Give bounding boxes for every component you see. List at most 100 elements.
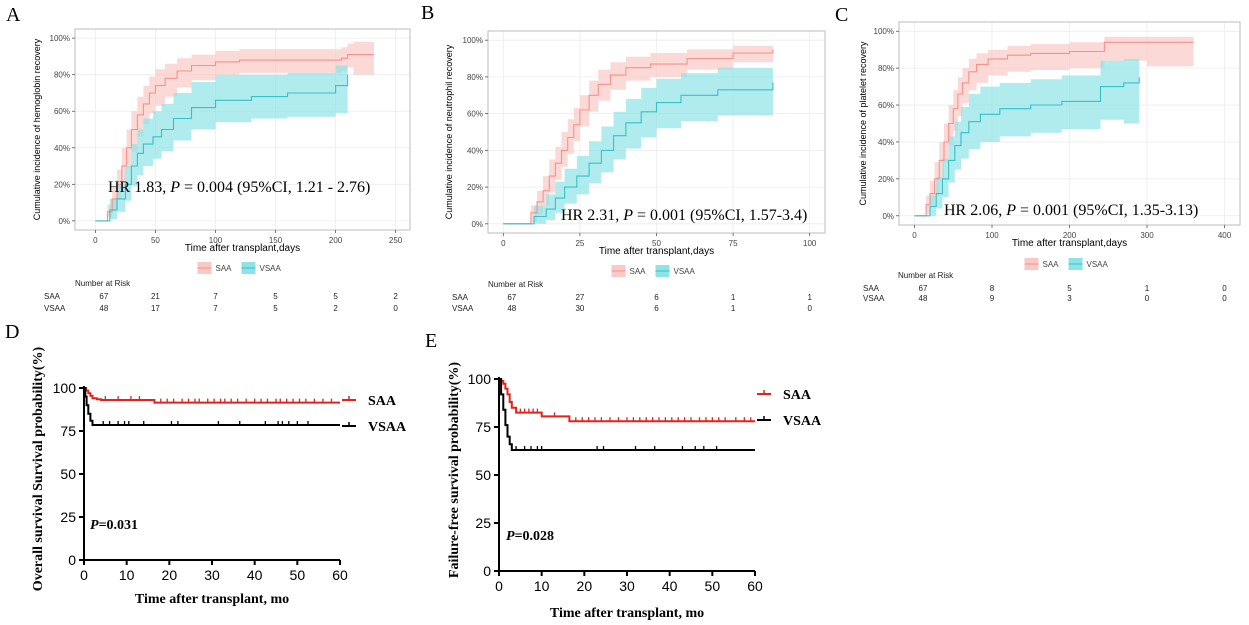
x-tick-label: 200 (329, 236, 343, 245)
risk-row-label-vsaa: VSAA (44, 304, 66, 313)
risk-value-saa: 2 (393, 292, 398, 301)
y-tick-label: 40% (878, 138, 894, 147)
y-tick-label: 40% (54, 144, 70, 153)
risk-value-vsaa: 3 (1067, 294, 1072, 303)
a-vsaa-line (95, 74, 349, 222)
risk-row-label-saa: SAA (863, 284, 880, 293)
x-tick-label: 50 (290, 567, 306, 583)
risk-value-saa: 27 (575, 293, 584, 302)
y-tick-label: 50 (60, 466, 76, 482)
x-axis-title: Time after transplant, mo (135, 592, 289, 607)
legend-label-saa: SAA (216, 264, 233, 273)
hr-annotation: HR 2.06, P = 0.001 (95%CI, 1.35-3.13) (944, 202, 1198, 219)
x-tick-label: 0 (912, 231, 917, 240)
x-tick-label: 75 (729, 239, 738, 248)
x-tick-label: 60 (747, 578, 763, 594)
risk-value-saa: 0 (1222, 284, 1227, 293)
y-tick-label: 40% (467, 146, 483, 155)
y-tick-label: 60% (467, 110, 483, 119)
risk-value-saa: 67 (507, 293, 516, 302)
x-tick-label: 100 (985, 231, 999, 240)
panel-letter-c: C (835, 4, 848, 26)
b-saa-ci-band (503, 42, 773, 224)
p-label: P (622, 207, 633, 224)
y-tick-label: 0 (68, 552, 76, 568)
hr-text: HR 1.83, (108, 179, 170, 196)
y-axis-title: Cumulative incidence of neutrophil recov… (444, 44, 454, 219)
x-tick-label: 400 (1218, 231, 1232, 240)
x-tick-label: 100 (209, 236, 223, 245)
x-tick-label: 0 (80, 567, 88, 583)
risk-value-vsaa: 0 (1222, 294, 1227, 303)
legend-label-vsaa: VSAA (674, 267, 696, 276)
plot-border (74, 28, 411, 231)
y-axis-title: Overall survival Survival probability(%) (31, 346, 46, 591)
y-tick-label: 100% (874, 27, 894, 36)
legend-label-vsaa: VSAA (368, 420, 407, 435)
risk-value-vsaa: 9 (990, 294, 995, 303)
y-tick-label: 0 (483, 563, 491, 579)
risk-row-label-vsaa: VSAA (863, 294, 885, 303)
y-tick-label: 20% (878, 175, 894, 184)
risk-value-saa: 67 (99, 292, 108, 301)
risk-value-vsaa: 5 (273, 304, 278, 313)
c-saa-line (914, 41, 1194, 217)
risk-value-saa: 1 (1145, 284, 1150, 293)
hr-text: HR 2.31, (561, 207, 623, 224)
p-value-text: = 0.001 (95%CI, 1.35-3.13) (1016, 202, 1198, 219)
x-tick-label: 40 (247, 567, 263, 583)
x-tick-label: 10 (534, 578, 550, 594)
legend-label-vsaa: VSAA (260, 264, 282, 273)
p-value-text: = 0.001 (95%CI, 1.57-3.4) (633, 207, 807, 224)
e-saa-survival-curve (499, 378, 755, 423)
d-saa-survival-curve (84, 387, 340, 404)
risk-value-saa: 5 (333, 292, 338, 301)
risk-value-vsaa: 30 (575, 304, 584, 313)
x-axis-title: Time after transplant,days (185, 243, 300, 254)
legend-label-saa: SAA (368, 394, 397, 409)
risk-value-vsaa: 1 (731, 304, 736, 313)
risk-value-vsaa: 48 (919, 294, 928, 303)
p-label: P (506, 529, 515, 544)
panel-letter-d: D (5, 321, 19, 343)
risk-value-vsaa: 0 (1145, 294, 1150, 303)
risk-value-saa: 1 (807, 293, 812, 302)
y-tick-label: 60% (54, 107, 70, 116)
risk-value-vsaa: 0 (393, 304, 398, 313)
y-tick-label: 50 (475, 467, 491, 483)
x-axis-title: Time after transplant,days (1012, 238, 1127, 249)
y-axis-title: Cumulative incidence of hemoglobin recov… (32, 38, 42, 220)
y-tick-label: 75 (475, 419, 491, 435)
risk-value-saa: 5 (1067, 284, 1072, 293)
c-vsaa-line (914, 77, 1140, 217)
risk-value-vsaa: 17 (151, 304, 160, 313)
y-tick-label: 20% (54, 180, 70, 189)
x-tick-label: 150 (269, 236, 283, 245)
risk-row-label-saa: SAA (452, 293, 469, 302)
e-vsaa-survival-curve (499, 378, 755, 451)
panel-letter-a: A (6, 4, 21, 26)
x-tick-label: 20 (162, 567, 178, 583)
x-tick-label: 250 (389, 236, 403, 245)
y-tick-label: 0% (471, 220, 483, 229)
risk-value-saa: 67 (919, 284, 928, 293)
risk-row-label-vsaa: VSAA (452, 304, 474, 313)
y-tick-label: 75 (60, 423, 76, 439)
chart-panel-d: 0 25 50 75 100 0 10 20 30 40 50 60 SAA VSAA P=0.031 Tim… (31, 346, 407, 607)
a-saa-line (95, 54, 374, 222)
hr-annotation: HR 1.83, P = 0.004 (95%CI, 1.21 - 2.76) (108, 179, 370, 196)
x-axis-title: Time after transplant, mo (550, 606, 704, 621)
risk-value-saa: 7 (213, 292, 218, 301)
b-saa-line (503, 49, 774, 225)
y-tick-label: 100% (50, 34, 70, 43)
x-tick-label: 40 (662, 578, 678, 594)
b-vsaa-line (503, 82, 774, 225)
y-axis-title: Cumulative incidence of platelet recover… (858, 41, 868, 206)
x-tick-label: 50 (151, 236, 160, 245)
y-tick-label: 80% (878, 64, 894, 73)
p-label: P (169, 179, 180, 196)
x-tick-label: 200 (1063, 231, 1077, 240)
